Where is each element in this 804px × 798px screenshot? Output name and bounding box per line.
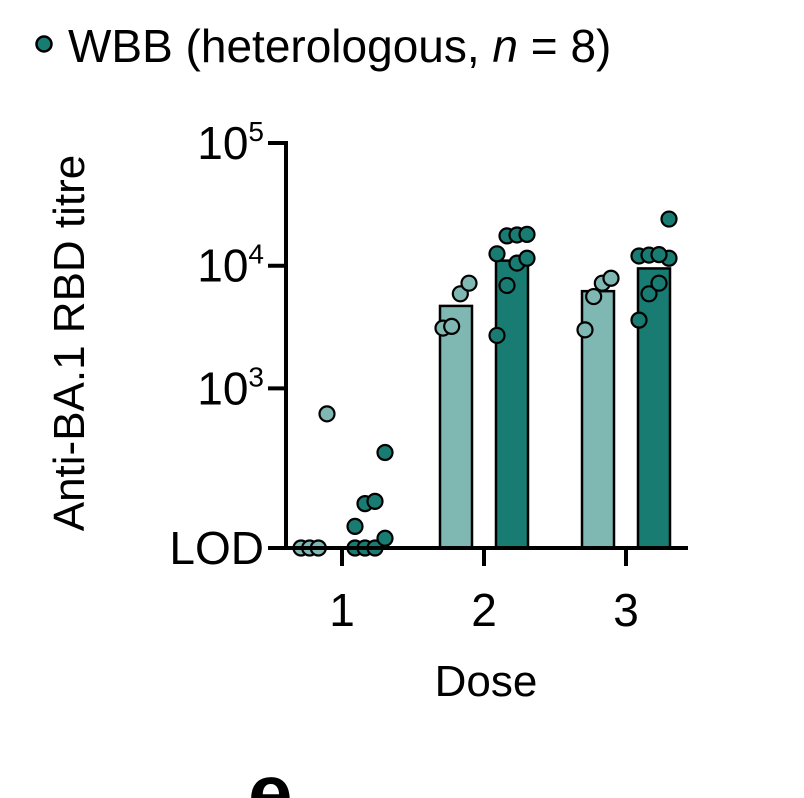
bar: [494, 259, 530, 550]
y-axis-label: Anti-BA.1 RBD titre: [45, 155, 94, 532]
y-tick-label-base: 10: [197, 240, 248, 292]
data-point: [318, 405, 336, 423]
y-tick-label-base: 10: [197, 362, 248, 414]
legend-label-prefix: WBB (heterologous,: [68, 20, 492, 72]
y-tick-label: 105: [197, 116, 264, 169]
y-tick-label-exponent: 5: [248, 116, 264, 147]
data-point: [630, 311, 648, 329]
x-tick-label: 3: [613, 584, 639, 636]
axes-group: [284, 141, 688, 550]
legend-label: WBB (heterologous, n = 8): [68, 20, 611, 72]
data-point: [576, 321, 594, 339]
bars-group: [438, 259, 672, 550]
data-point: [376, 443, 394, 462]
data-point: [488, 326, 506, 345]
y-tick-label: 104: [197, 239, 264, 292]
data-point: [498, 276, 516, 295]
data-point: [585, 287, 603, 306]
data-point: [443, 317, 461, 336]
data-point: [460, 274, 478, 292]
legend-marker: [35, 35, 53, 53]
data-point: [650, 246, 668, 264]
x-ticks-group: 1 2 3: [329, 548, 639, 636]
data-point: [518, 249, 536, 267]
data-point: [602, 269, 620, 287]
x-axis-label: Dose: [435, 657, 538, 706]
legend-label-n: n: [492, 20, 518, 72]
data-point: [660, 210, 678, 228]
data-point: [518, 225, 536, 243]
y-tick-label-base: 10: [197, 117, 248, 169]
data-point: [346, 517, 364, 535]
data-point: [488, 245, 506, 263]
x-tick-label: 2: [471, 584, 497, 636]
y-tick-label: 103: [197, 361, 264, 414]
bar: [636, 267, 672, 550]
points-group: [292, 210, 678, 557]
legend-label-suffix: = 8): [518, 20, 611, 72]
bar: [438, 304, 474, 550]
y-tick-label: LOD: [169, 522, 264, 574]
data-point: [650, 274, 668, 292]
data-point: [640, 285, 658, 303]
y-tick-label-exponent: 4: [248, 239, 264, 270]
panel-label: e: [248, 748, 293, 798]
x-tick-label: 1: [329, 584, 355, 636]
y-tick-label-exponent: 3: [248, 361, 264, 392]
data-point: [376, 529, 394, 547]
legend: WBB (heterologous, n = 8): [35, 20, 611, 72]
data-point: [366, 492, 384, 510]
y-tick-label-base: LOD: [169, 522, 264, 574]
